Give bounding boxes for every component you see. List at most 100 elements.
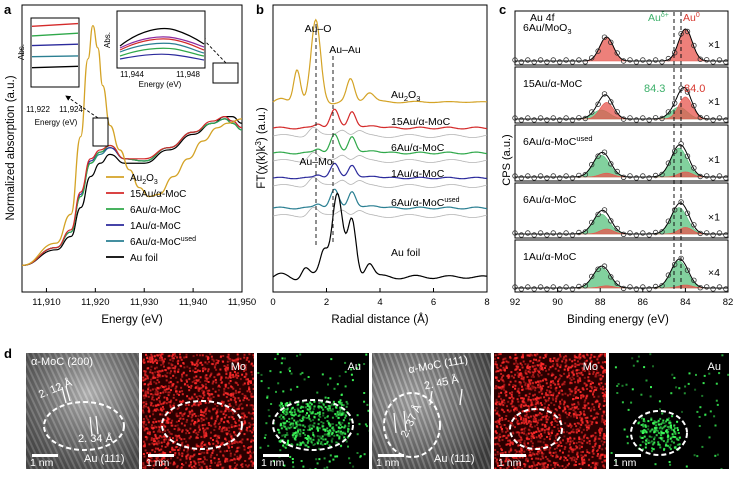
xps-data-point: [531, 232, 537, 238]
tem-2-spacing-marker-3: [393, 412, 397, 434]
xps-data-point: [665, 272, 672, 278]
legend-label-au2o3: Au2O3: [130, 173, 158, 186]
xps-sample-label: 6Au/α-MoC: [523, 194, 577, 206]
panel-b-series: [272, 18, 488, 281]
tem-1-scale-label: 1 nm: [30, 457, 54, 469]
b-line-au2o3: [272, 18, 487, 105]
eds-mo-1-label: Mo: [230, 361, 246, 373]
inset-2-au1-line: [119, 53, 205, 61]
tem-2-scalebar: [378, 454, 404, 457]
xps-data-point: [640, 173, 646, 179]
xps-data-point: [620, 231, 627, 237]
inset-1: Abs. 11,922 11,924 Energy (eV): [17, 17, 83, 127]
xps-sample-label: 1Au/α-MoC: [523, 251, 577, 263]
xps-subpanel: 1Au/α-MoC ×4: [512, 239, 729, 293]
xps-data-point: [544, 117, 550, 123]
xps-data-point: [608, 274, 614, 280]
xps-data-point: [601, 91, 608, 97]
xps-data-point: [537, 230, 544, 236]
xps-sample-label: 15Au/α-MoC: [523, 78, 583, 90]
xps-data-point: [633, 175, 640, 181]
tem-2-spacing-marker-1: [429, 390, 433, 406]
c-tick-label: 90: [552, 297, 563, 308]
a-tick-label: 11,930: [130, 297, 158, 308]
xps-data-point: [557, 175, 563, 181]
xps-data-point: [620, 174, 627, 180]
xps-data-point: [633, 232, 640, 238]
xps-data-point: [531, 286, 537, 292]
eds-particle-outline: [272, 399, 354, 451]
xps-data-point: [659, 283, 665, 289]
xps-multiplier: ×1: [708, 96, 720, 108]
xps-data-point: [710, 286, 716, 292]
xps-data-point: [531, 175, 537, 181]
b-ref-line-au1: [272, 176, 488, 188]
legend-label-aufoil: Au foil: [130, 253, 158, 264]
b-line-au6used: [272, 188, 488, 210]
xps-data-point: [665, 160, 672, 166]
inset-2: Abs. 11,944 11,948 Energy (eV): [103, 10, 206, 89]
xps-data-point: [595, 211, 601, 218]
xps-data-point: [582, 115, 588, 122]
xps-data-point: [595, 48, 601, 54]
eds-texture: [494, 353, 606, 469]
xps-data-point: [614, 50, 620, 56]
b-tick-label: 4: [377, 297, 382, 308]
xps-data-point: [665, 109, 672, 115]
xps-data-point: [512, 115, 518, 121]
xps-data-point: [601, 34, 608, 40]
panel-a-xlabel: Energy (eV): [101, 314, 163, 326]
tem-1-plane-top: α-MoC (200): [31, 356, 93, 368]
b-tick-label: 2: [324, 297, 329, 308]
xps-data-point: [723, 117, 729, 123]
xps-multiplier: ×1: [708, 39, 720, 51]
tem-2-spacing-marker-4: [403, 410, 407, 432]
panel-c-ylabel: CPS (a.u.): [501, 134, 513, 185]
b-ref-line-au6: [272, 151, 488, 163]
xps-data-point: [697, 230, 703, 237]
inset-2-purple-line: [119, 36, 205, 49]
b-line-au15: [272, 108, 488, 130]
xps-data-point: [620, 116, 627, 122]
panel-b-ticks: 0 2 4 6 8: [270, 288, 490, 308]
xps-data-point: [512, 173, 518, 179]
xps-data-point: [544, 59, 550, 65]
inset-2-au6used-line: [119, 42, 205, 54]
eds-au-1-scale-label: 1 nm: [261, 457, 285, 469]
panel-c-ticks: 92 90 88 86 84 82: [510, 288, 733, 308]
panel-label-b: b: [256, 2, 264, 17]
xps-data-point: [595, 153, 601, 159]
xps-data-point: [704, 230, 710, 236]
xps-data-point: [614, 225, 620, 232]
xps-data-point: [537, 57, 544, 63]
inset-2-frame: [116, 10, 206, 69]
xps-data-point: [537, 115, 544, 121]
panel-a-ticks: 11,910 11,920 11,930 11,940 11,950: [32, 288, 256, 308]
panel-label-d: d: [4, 346, 12, 361]
xps-data-point: [531, 117, 537, 123]
b-tick-label: 0: [270, 297, 275, 308]
xps-data-point: [691, 277, 697, 283]
xps-data-point: [537, 284, 544, 290]
eds-texture: [257, 353, 369, 469]
inset-2-au6-line: [119, 47, 205, 57]
xps-sample-label: 6Au/MoO3: [523, 22, 572, 36]
xps-data-point: [652, 172, 659, 179]
xps-subpanel: 6Au/α-MoCused ×1: [512, 124, 729, 182]
b-ref-line-au6used: [272, 206, 488, 218]
xps-data-point: [582, 171, 588, 178]
tem-1-spacing-marker-4: [95, 415, 99, 435]
tem-1-spacing-marker-2: [65, 385, 71, 402]
inset-1-line-au6: [31, 32, 79, 37]
xps-data-point: [518, 59, 525, 65]
xps-data-point: [716, 115, 723, 121]
xps-data-point: [608, 39, 614, 45]
xps-data-point: [608, 99, 614, 105]
xps-data-point: [518, 232, 525, 238]
panel-c-subpanels: 6Au/MoO3 ×1 15Au/α-MoC ×1 6Au/α-MoCused×1 6Au…: [512, 10, 729, 293]
inset-1-ylabel: Abs.: [17, 44, 26, 60]
xps-data-point: [723, 175, 729, 181]
legend-label-6au: 6Au/α-MoC: [130, 205, 181, 216]
eds-texture: [142, 353, 254, 469]
